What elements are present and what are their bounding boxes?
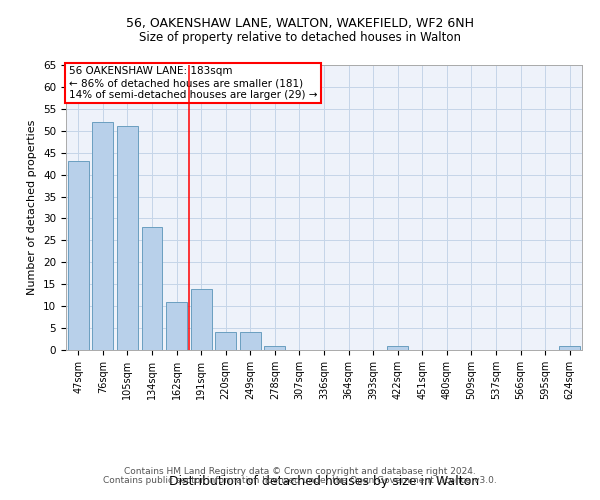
Text: 56 OAKENSHAW LANE: 183sqm
← 86% of detached houses are smaller (181)
14% of semi: 56 OAKENSHAW LANE: 183sqm ← 86% of detac…	[68, 66, 317, 100]
Bar	[68, 162, 89, 350]
Text: Contains HM Land Registry data © Crown copyright and database right 2024.: Contains HM Land Registry data © Crown c…	[124, 467, 476, 476]
Bar	[559, 346, 580, 350]
Text: Contains public sector information licensed under the Open Government Licence v3: Contains public sector information licen…	[103, 476, 497, 485]
Text: 56, OAKENSHAW LANE, WALTON, WAKEFIELD, WF2 6NH: 56, OAKENSHAW LANE, WALTON, WAKEFIELD, W…	[126, 18, 474, 30]
Bar	[117, 126, 138, 350]
Bar	[265, 346, 286, 350]
Bar	[142, 227, 163, 350]
Bar	[191, 288, 212, 350]
Bar	[387, 346, 408, 350]
Y-axis label: Number of detached properties: Number of detached properties	[28, 120, 37, 295]
Bar	[166, 302, 187, 350]
Text: Size of property relative to detached houses in Walton: Size of property relative to detached ho…	[139, 31, 461, 44]
X-axis label: Distribution of detached houses by size in Walton: Distribution of detached houses by size …	[169, 476, 479, 488]
Bar	[240, 332, 261, 350]
Bar	[92, 122, 113, 350]
Bar	[215, 332, 236, 350]
